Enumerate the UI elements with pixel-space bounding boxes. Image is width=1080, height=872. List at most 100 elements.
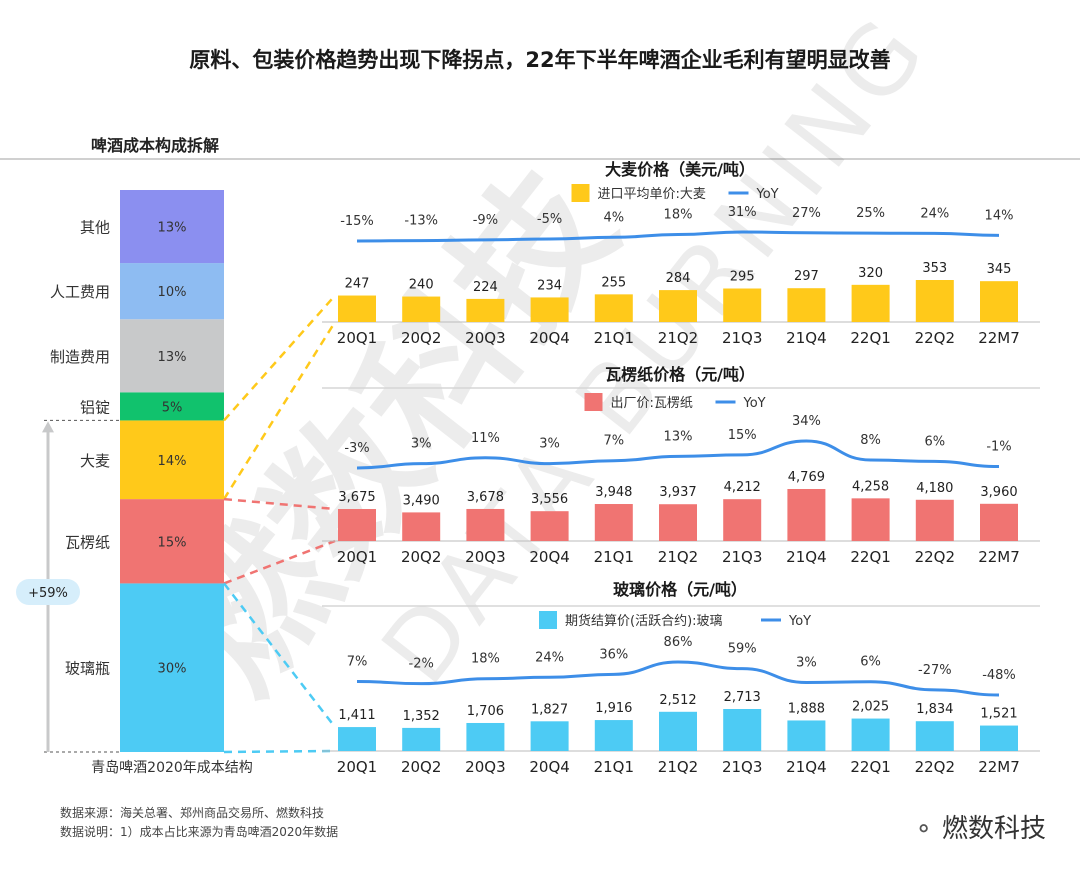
price-bar: [530, 297, 569, 322]
x-tick-label: 20Q1: [337, 758, 377, 776]
yoy-label: 15%: [728, 428, 757, 443]
price-bar-label: 3,675: [338, 490, 375, 505]
x-tick-label: 21Q1: [594, 548, 634, 566]
yoy-label: 3%: [796, 655, 817, 670]
price-bar-label: 295: [730, 269, 755, 284]
panel-title: 瓦楞纸价格（元/吨）: [605, 365, 755, 384]
x-tick-label: 22Q1: [850, 548, 890, 566]
x-tick-label: 21Q3: [722, 329, 762, 347]
price-bar-label: 2,713: [724, 690, 761, 705]
price-bar-label: 297: [794, 269, 819, 284]
connector-bottom: [223, 749, 336, 754]
x-tick-label: 20Q2: [401, 758, 441, 776]
yoy-label: 18%: [664, 208, 693, 223]
cost-segment: [120, 319, 224, 393]
cost-segment-name: 瓦楞纸: [65, 533, 110, 551]
legend-bar-label: 期货结算价(活跃合约):玻璃: [565, 613, 723, 629]
data-note: 数据说明：1）成本占比来源为青岛啤酒2020年数据: [60, 825, 339, 839]
price-bar-label: 3,678: [467, 490, 504, 505]
price-bar-label: 3,490: [403, 493, 440, 508]
price-bar: [851, 284, 890, 322]
cost-segment: [120, 190, 224, 264]
x-tick-label: 22Q1: [850, 329, 890, 347]
x-tick-label: 22Q2: [915, 758, 955, 776]
yoy-label: 7%: [603, 434, 624, 449]
x-tick-label: 20Q1: [337, 329, 377, 347]
price-bar: [787, 489, 826, 541]
cost-segment-value: 30%: [158, 662, 187, 677]
cost-segment: [120, 392, 224, 421]
price-bar: [466, 298, 505, 322]
page-title: 原料、包装价格趋势出现下降拐点，22年下半年啤酒企业毛利有望明显改善: [189, 48, 891, 72]
x-tick-label: 20Q4: [529, 758, 569, 776]
cost-segment-value: 15%: [158, 535, 187, 550]
price-bar: [915, 499, 954, 541]
price-bar-label: 234: [537, 278, 562, 293]
price-bar: [787, 288, 826, 322]
yoy-label: 24%: [535, 650, 564, 665]
price-bar: [338, 727, 376, 751]
cost-segment-value: 13%: [158, 350, 187, 365]
yoy-label: 24%: [920, 206, 949, 221]
cost-segment-value: 10%: [158, 285, 187, 300]
legend-bar-swatch: [571, 184, 590, 202]
x-tick-label: 20Q2: [401, 329, 441, 347]
connector-lines: [222, 294, 337, 754]
price-bar: [980, 725, 1018, 751]
legend-bar-label: 出厂价:瓦楞纸: [611, 396, 693, 411]
cost-structure-chart: 30% 玻璃瓶 15% 瓦楞纸 14% 大麦 5% 铝锭 13% 制造费用 10% 人工费用 13% 其他…: [16, 190, 253, 776]
yoy-label: -13%: [404, 214, 438, 229]
price-bar-label: 1,706: [467, 704, 504, 719]
connector-top: [223, 497, 336, 511]
x-tick-label: 20Q2: [401, 548, 441, 566]
x-tick-label: 21Q4: [786, 548, 826, 566]
yoy-label: -27%: [918, 663, 952, 678]
yoy-label: 31%: [728, 205, 757, 220]
price-bar: [659, 290, 697, 322]
x-tick-label: 20Q4: [529, 329, 569, 347]
price-bar: [851, 718, 890, 751]
cost-segment-name: 铝锭: [80, 398, 110, 416]
price-bar: [594, 294, 633, 322]
price-bar: [980, 503, 1018, 541]
cost-segment-name: 玻璃瓶: [65, 660, 110, 678]
connector-bottom: [222, 321, 337, 500]
yoy-label: 36%: [599, 647, 628, 662]
price-bar: [787, 720, 826, 751]
price-bar: [466, 722, 505, 751]
price-bar: [338, 295, 376, 322]
price-bar-label: 255: [601, 275, 626, 290]
cost-segment-name: 大麦: [80, 452, 110, 470]
connector-top: [223, 582, 336, 728]
price-bar-label: 4,212: [724, 480, 761, 495]
price-bar: [402, 727, 441, 751]
legend-bar-swatch: [584, 393, 603, 411]
price-bar: [466, 508, 505, 541]
price-bar-label: 284: [666, 271, 691, 286]
yoy-label: 8%: [860, 433, 881, 448]
price-bar: [723, 288, 762, 322]
panel-title: 大麦价格（美元/吨）: [605, 160, 755, 179]
cost-structure-heading: 啤酒成本构成拆解: [90, 136, 219, 155]
yoy-label: -5%: [537, 212, 562, 227]
x-tick-label: 22M7: [978, 758, 1020, 776]
price-bar: [402, 512, 441, 541]
price-bar: [915, 721, 954, 751]
price-bar: [530, 721, 569, 751]
yoy-label: -15%: [340, 214, 374, 229]
x-tick-label: 20Q4: [529, 548, 569, 566]
price-bar-label: 320: [858, 266, 883, 281]
price-panel: 大麦价格（美元/吨） 进口平均单价:大麦 YoY 247 20Q1 240 20Q2 224 2…: [322, 160, 1040, 347]
yoy-label: 34%: [792, 414, 821, 429]
brand-name: 燃数科技: [941, 814, 1046, 844]
x-tick-label: 20Q3: [465, 548, 505, 566]
price-bar: [338, 509, 376, 541]
price-bar-label: 1,834: [916, 702, 953, 717]
x-tick-label: 21Q2: [658, 548, 698, 566]
yoy-label: -2%: [409, 657, 434, 672]
price-bar-label: 3,937: [659, 485, 696, 500]
yoy-label: -48%: [982, 668, 1016, 683]
x-tick-label: 21Q4: [786, 758, 826, 776]
x-tick-label: 20Q3: [465, 758, 505, 776]
connector-bottom: [223, 539, 336, 585]
